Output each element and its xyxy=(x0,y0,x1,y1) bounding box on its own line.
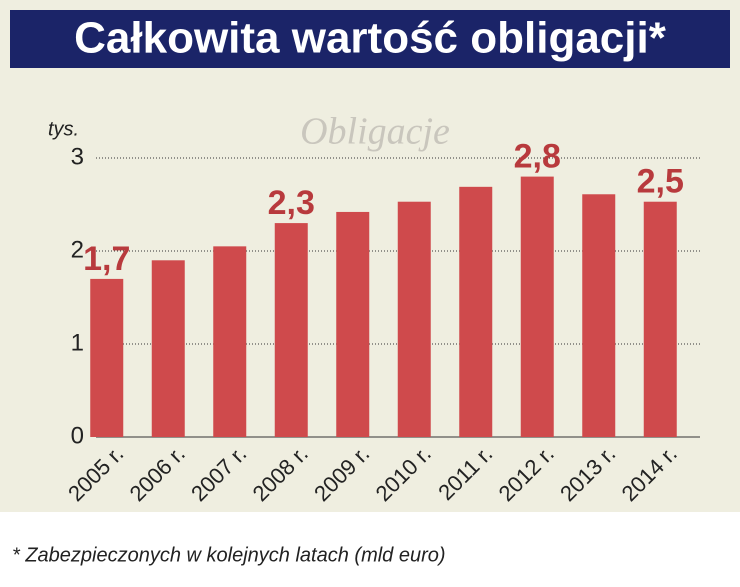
chart-title: Całkowita wartość obligacji* xyxy=(74,14,667,63)
footer-background xyxy=(0,512,740,582)
bar xyxy=(397,201,431,437)
bar xyxy=(643,201,677,437)
bar xyxy=(459,186,493,437)
watermark: Obligacje xyxy=(300,111,450,153)
title-bar xyxy=(10,10,730,68)
bar xyxy=(151,260,185,437)
value-label: 1,7 xyxy=(83,240,130,278)
footnote: * Zabezpieczonych w kolejnych latach (ml… xyxy=(12,544,446,566)
y-tick-label: 0 xyxy=(71,422,84,449)
y-tick-label: 1 xyxy=(71,329,84,356)
value-label: 2,8 xyxy=(514,138,561,176)
bar xyxy=(90,278,124,437)
bar xyxy=(274,223,308,437)
y-tick-label: 2 xyxy=(71,236,84,263)
bar xyxy=(213,246,247,437)
unit-label: tys. xyxy=(48,118,79,140)
y-tick-label: 3 xyxy=(71,143,84,170)
bar xyxy=(336,211,370,437)
value-label: 2,3 xyxy=(268,184,315,222)
bar xyxy=(520,176,554,437)
background xyxy=(0,0,740,512)
value-label: 2,5 xyxy=(637,163,684,201)
bar xyxy=(582,194,616,437)
